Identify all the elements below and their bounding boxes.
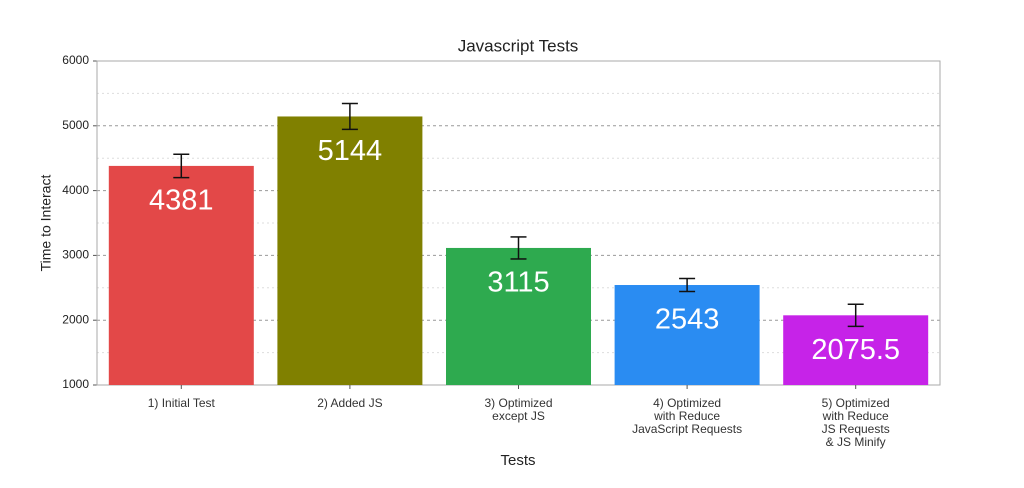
- bar: [614, 285, 760, 385]
- value-label: 3115: [487, 267, 549, 299]
- chart-title: Javascript Tests: [458, 36, 579, 55]
- value-label: 5144: [318, 135, 383, 167]
- y-tick-label: 3000: [62, 248, 89, 262]
- value-label: 2543: [655, 304, 720, 336]
- y-axis-label: Time to Interact: [38, 175, 54, 272]
- value-label: 4381: [149, 185, 214, 217]
- value-label: 2075.5: [811, 334, 900, 366]
- y-tick-label: 4000: [62, 183, 89, 197]
- x-tick-label: 4) Optimized with Reduce JavaScript Requ…: [632, 396, 743, 436]
- x-axis-label: Tests: [500, 452, 535, 469]
- y-tick-label: 2000: [62, 312, 89, 326]
- y-tick-label: 1000: [62, 377, 89, 391]
- y-tick-label: 5000: [62, 118, 89, 132]
- bar: [446, 247, 591, 385]
- bar: [108, 165, 254, 385]
- x-tick-label: 1) Initial Test: [147, 396, 215, 410]
- bar: [277, 116, 423, 385]
- x-tick-label: 5) Optimized with Reduce JS Requests & J…: [821, 396, 890, 449]
- x-tick-label: 2) Added JS: [317, 396, 383, 410]
- y-tick-label: 6000: [62, 53, 89, 67]
- x-tick-label: 3) Optimized except JS: [484, 396, 553, 423]
